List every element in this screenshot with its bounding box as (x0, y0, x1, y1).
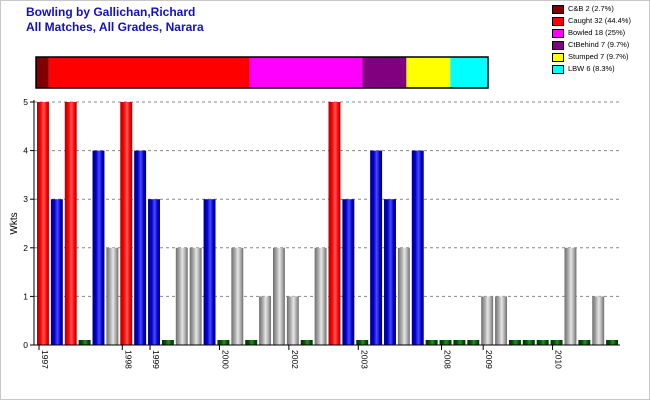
wickets-bar (78, 340, 91, 345)
wickets-bar (564, 247, 577, 345)
y-tick-label: 3 (23, 194, 28, 204)
legend-label: Bowled 18 (25%) (568, 28, 626, 37)
wickets-bar (439, 340, 452, 345)
how-out-strip-border (35, 56, 489, 89)
legend-label: C&B 2 (2.7%) (568, 4, 614, 13)
wickets-bar (134, 150, 147, 345)
season-label: 2003 (359, 350, 369, 369)
legend-label: LBW 6 (8.3%) (568, 64, 615, 73)
season-label: 2010 (554, 350, 564, 369)
wickets-bar (161, 340, 174, 345)
wickets-bar (578, 340, 591, 345)
wickets-bar (50, 199, 63, 345)
legend-swatch (552, 5, 564, 14)
y-tick-label: 2 (23, 243, 28, 253)
wickets-bar (286, 296, 299, 345)
wickets-bar (217, 340, 230, 345)
wickets-bar (106, 247, 119, 345)
wickets-bar (272, 247, 285, 345)
chart-title-line2: All Matches, All Grades, Narara (26, 20, 204, 34)
season-label: 2009 (484, 350, 494, 369)
wickets-bar (453, 340, 466, 345)
wickets-bar (522, 340, 535, 345)
wickets-bar (37, 102, 49, 345)
wickets-bar (536, 340, 549, 345)
legend-swatch (552, 41, 564, 50)
dismissal-legend: C&B 2 (2.7%) Caught 32 (44.4%) Bowled 18 (… (552, 3, 648, 75)
y-tick-label: 0 (23, 340, 28, 350)
legend-item: CtBehind 7 (9.7%) (552, 39, 648, 51)
wickets-bar (425, 340, 438, 345)
wickets-bar (606, 340, 619, 345)
legend-item: Caught 32 (44.4%) (552, 15, 648, 27)
legend-item: C&B 2 (2.7%) (552, 3, 648, 15)
y-tick-label: 5 (23, 97, 28, 107)
wickets-bar (189, 247, 202, 345)
season-label: 2002 (290, 350, 300, 369)
legend-item: LBW 6 (8.3%) (552, 63, 648, 75)
how-out-segment (406, 57, 451, 88)
wickets-bar (64, 102, 77, 345)
season-label: 1998 (123, 350, 133, 369)
wickets-bar (203, 199, 216, 345)
wickets-bar (370, 150, 383, 345)
wickets-bar (467, 340, 480, 345)
wickets-bar (314, 247, 327, 345)
wickets-bar (148, 199, 160, 345)
how-out-segment (48, 57, 250, 88)
legend-label: Stumped 7 (9.7%) (568, 52, 629, 61)
how-out-segment (362, 57, 407, 88)
wickets-bar (550, 340, 563, 345)
legend-label: Caught 32 (44.4%) (568, 16, 631, 25)
y-tick-label: 4 (23, 146, 28, 156)
wickets-bar (356, 340, 369, 345)
y-tick-label: 1 (23, 291, 28, 301)
wickets-bar (231, 247, 244, 345)
how-out-segment (36, 57, 49, 88)
chart-title-line1: Bowling by Gallichan,Richard (26, 5, 196, 19)
wickets-bar (592, 296, 605, 345)
wickets-bar (342, 199, 355, 345)
wickets-bar (328, 102, 341, 345)
wickets-bar (120, 102, 133, 345)
legend-swatch (552, 53, 564, 62)
season-label: 1997 (40, 350, 50, 369)
legend-swatch (552, 29, 564, 38)
wickets-bar (481, 296, 494, 345)
how-out-segment (450, 57, 488, 88)
legend-swatch (552, 17, 564, 26)
season-label: 2000 (220, 350, 230, 369)
season-label: 1999 (151, 350, 161, 369)
wickets-bar (397, 247, 410, 345)
legend-swatch (552, 65, 564, 74)
legend-item: Bowled 18 (25%) (552, 27, 648, 39)
wickets-bar (495, 296, 508, 345)
wickets-bar (259, 296, 272, 345)
wickets-bar (175, 247, 188, 345)
wickets-bar (245, 340, 258, 345)
wickets-bar (384, 199, 396, 345)
y-axis-label: Wkts (9, 212, 20, 234)
wickets-bar (92, 150, 105, 345)
legend-label: CtBehind 7 (9.7%) (568, 40, 630, 49)
wickets-bar (508, 340, 521, 345)
legend-item: Stumped 7 (9.7%) (552, 51, 648, 63)
wickets-bar (411, 150, 424, 345)
season-label: 2008 (443, 350, 453, 369)
how-out-segment (249, 57, 363, 88)
wickets-bar (300, 340, 313, 345)
